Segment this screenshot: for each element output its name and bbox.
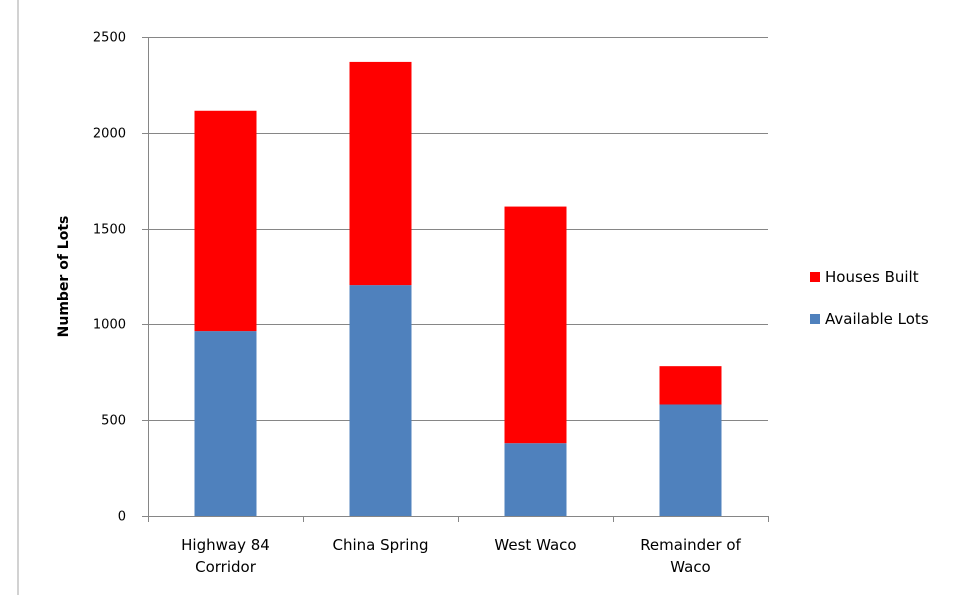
y-tick-label: 1500 (93, 223, 126, 238)
x-category-label: Corridor (195, 558, 257, 576)
legend-swatch (810, 314, 820, 324)
bar-available-lots (659, 404, 722, 516)
bar-available-lots (194, 331, 257, 516)
y-tick-label: 2500 (93, 31, 126, 46)
legend: Houses Built Available Lots (810, 268, 929, 328)
x-category-label: West Waco (494, 536, 576, 554)
y-tick-label: 2000 (93, 127, 126, 142)
x-category-label: Highway 84 (181, 536, 270, 554)
bars (194, 61, 722, 516)
bar-houses-built (659, 366, 722, 405)
y-axis-title: Number of Lots (56, 216, 72, 338)
legend-label: Houses Built (825, 268, 919, 286)
bar-available-lots (349, 285, 412, 516)
bar-houses-built (349, 61, 412, 286)
bar-houses-built (504, 206, 567, 444)
y-tick-label: 500 (101, 414, 126, 429)
x-category-label: Remainder of (640, 536, 741, 554)
y-tick-label: 1000 (93, 318, 126, 333)
x-category-label: China Spring (332, 536, 428, 554)
axis-labels: 0 500 1000 1500 2000 2500 Highway 84 Corridor Ch… (56, 31, 742, 577)
legend-label: Available Lots (825, 310, 929, 328)
bar-available-lots (504, 443, 567, 516)
bar-houses-built (194, 110, 257, 332)
legend-swatch (810, 272, 820, 282)
axes (142, 37, 769, 522)
y-tick-label: 0 (118, 510, 126, 525)
x-category-label: Waco (670, 558, 711, 576)
